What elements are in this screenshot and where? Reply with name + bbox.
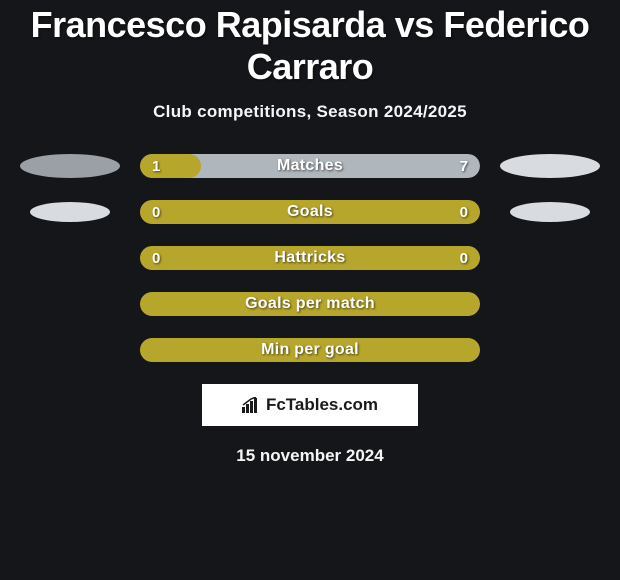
stat-bar: Goals per match <box>140 292 480 316</box>
ellipse-slot-right <box>500 154 600 178</box>
stat-rows: 17Matches 00Goals 00Hattricks Goals per mat… <box>0 154 620 362</box>
date-text: 15 november 2024 <box>0 446 620 466</box>
chart-icon <box>242 397 262 413</box>
ellipse-slot-left <box>20 202 120 222</box>
player-b-ellipse <box>500 154 600 178</box>
stat-label: Hattricks <box>140 246 480 270</box>
stat-row: Min per goal <box>0 338 620 362</box>
stat-bar: 00Hattricks <box>140 246 480 270</box>
stat-label: Min per goal <box>140 338 480 362</box>
stat-row: Goals per match <box>0 292 620 316</box>
logo-text: FcTables.com <box>266 395 378 415</box>
stat-bar: 00Goals <box>140 200 480 224</box>
subtitle: Club competitions, Season 2024/2025 <box>0 102 620 122</box>
comparison-container: Francesco Rapisarda vs Federico Carraro … <box>0 0 620 466</box>
player-a-ellipse <box>30 202 110 222</box>
stat-label: Goals <box>140 200 480 224</box>
stat-label: Goals per match <box>140 292 480 316</box>
logo-box[interactable]: FcTables.com <box>202 384 418 426</box>
stat-label: Matches <box>140 154 480 178</box>
player-b-ellipse <box>510 202 590 222</box>
ellipse-slot-left <box>20 154 120 178</box>
stat-row: 00Goals <box>0 200 620 224</box>
stat-bar: 17Matches <box>140 154 480 178</box>
stat-row: 17Matches <box>0 154 620 178</box>
ellipse-slot-right <box>500 202 600 222</box>
player-a-ellipse <box>20 154 120 178</box>
stat-row: 00Hattricks <box>0 246 620 270</box>
page-title: Francesco Rapisarda vs Federico Carraro <box>0 4 620 88</box>
stat-bar: Min per goal <box>140 338 480 362</box>
